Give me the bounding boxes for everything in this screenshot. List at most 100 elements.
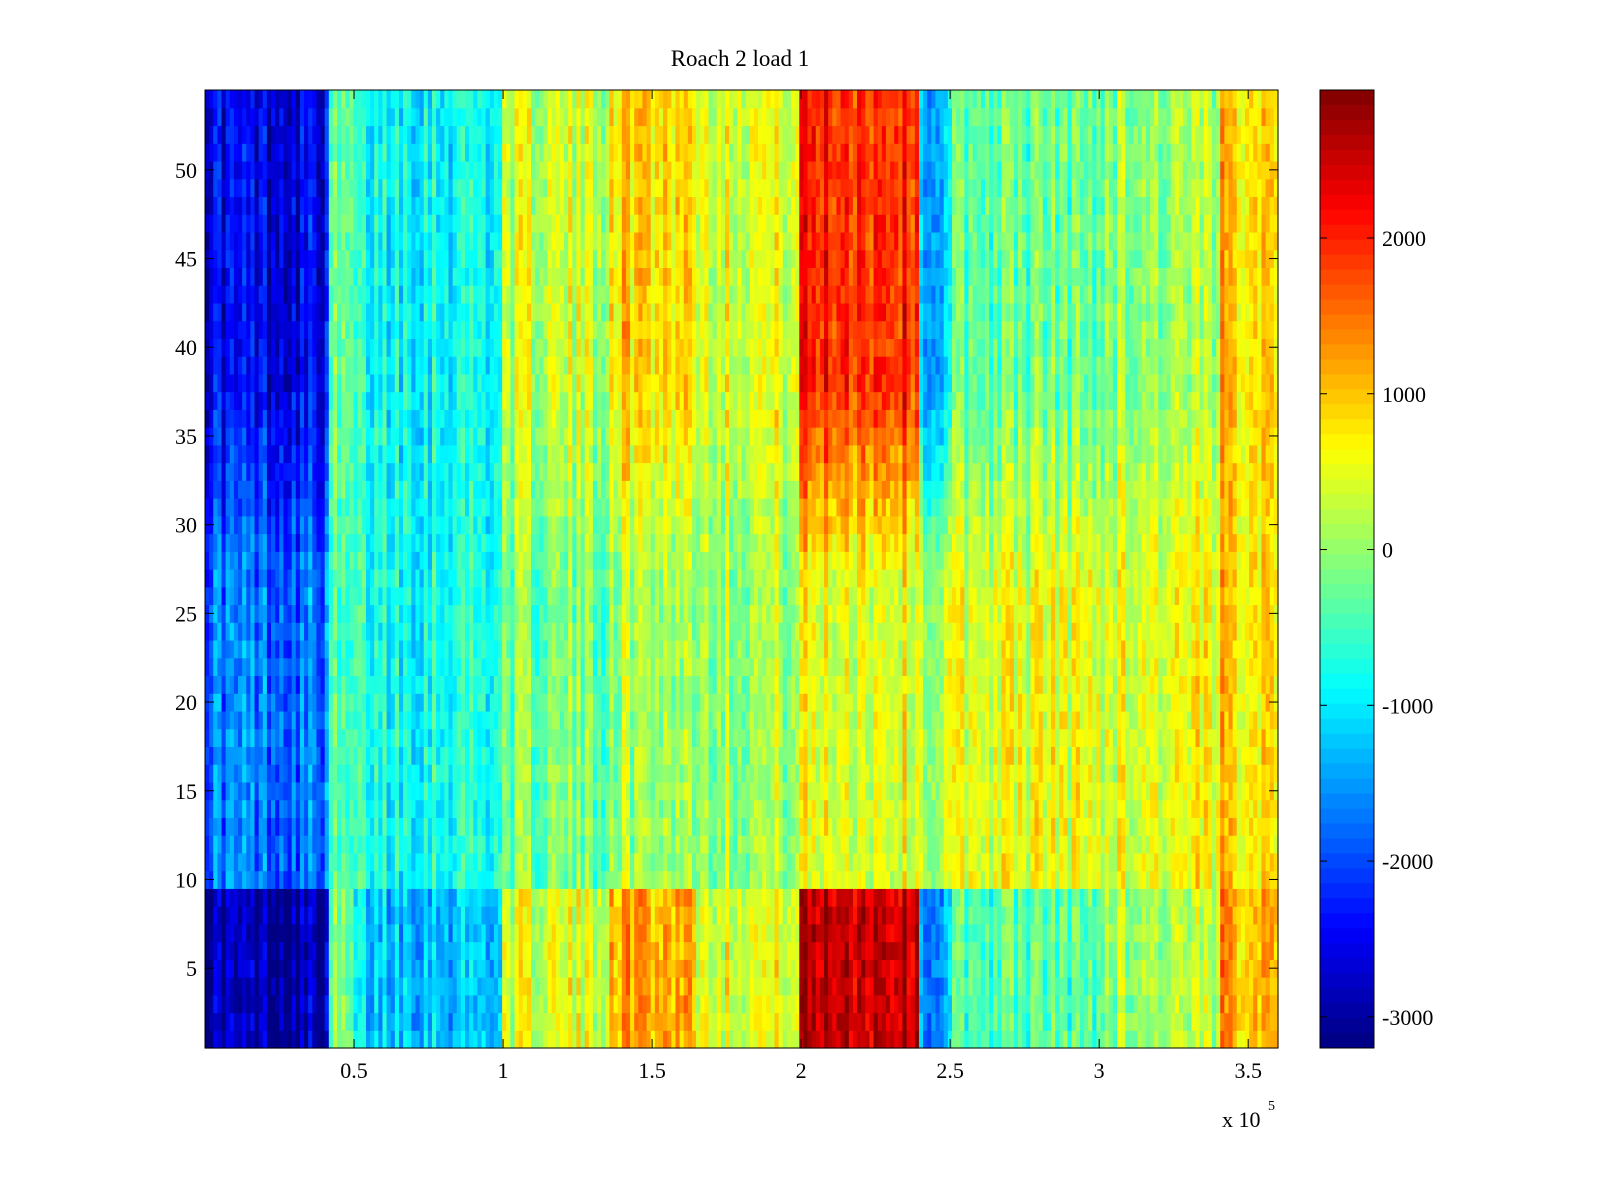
heatmap-cell [947, 888, 953, 907]
heatmap-cell [601, 994, 606, 1014]
heatmap-cell [1232, 799, 1238, 818]
heatmap-cell [1112, 994, 1118, 1014]
heatmap-cell [848, 888, 854, 907]
heatmap-cell [828, 817, 833, 836]
heatmap-cell [799, 941, 805, 960]
heatmap-cell [811, 923, 817, 943]
heatmap-cell [1121, 959, 1126, 978]
heatmap-cell [242, 764, 247, 783]
heatmap-cell [1232, 746, 1238, 765]
heatmap-cell [980, 764, 986, 783]
heatmap-cell [1265, 941, 1271, 960]
heatmap-cell [898, 764, 904, 783]
heatmap-cell [465, 906, 470, 925]
heatmap-cell [683, 781, 689, 801]
heatmap-cell [1133, 959, 1139, 978]
heatmap-cell [1117, 817, 1122, 836]
heatmap-cell [572, 888, 578, 907]
heatmap-cell [1063, 888, 1069, 907]
heatmap-cell [460, 728, 466, 748]
heatmap-cell [209, 1030, 214, 1049]
heatmap-cell [989, 994, 994, 1014]
heatmap-cell [762, 728, 767, 748]
heatmap-cell [291, 835, 297, 854]
heatmap-cell [1203, 817, 1209, 836]
heatmap-cell [658, 870, 664, 889]
heatmap-cell [1075, 870, 1081, 889]
heatmap-cell [782, 746, 788, 765]
heatmap-cell [1183, 923, 1188, 943]
heatmap-cell [398, 977, 404, 996]
heatmap-cell [1141, 728, 1147, 748]
heatmap-cell [266, 852, 272, 872]
heatmap-cell [1216, 781, 1221, 801]
heatmap-cell [1009, 941, 1015, 960]
heatmap-cell [737, 923, 743, 943]
heatmap-cell [691, 941, 697, 960]
heatmap-cell [1240, 781, 1246, 801]
heatmap-cell [229, 781, 235, 801]
heatmap-cell [361, 799, 367, 818]
heatmap-cell [1211, 1012, 1217, 1031]
heatmap-cell [729, 870, 734, 889]
heatmap-cell [712, 817, 718, 836]
heatmap-cell [1129, 994, 1135, 1014]
heatmap-cell [617, 1030, 623, 1049]
heatmap-cell [345, 994, 351, 1014]
heatmap-cell [791, 728, 796, 748]
heatmap-cell [485, 923, 491, 943]
heatmap-cell [493, 923, 499, 943]
heatmap-cell [238, 852, 243, 872]
heatmap-cell [415, 746, 421, 765]
heatmap-cell [370, 906, 375, 925]
heatmap-cell [691, 888, 697, 907]
heatmap-cell [704, 959, 710, 978]
heatmap-cell [712, 764, 718, 783]
heatmap-cell [205, 799, 210, 818]
heatmap-cell [403, 888, 408, 907]
heatmap-cell [902, 710, 908, 730]
heatmap-cell [510, 852, 516, 872]
heatmap-cell [1211, 781, 1217, 801]
heatmap-cell [832, 746, 838, 765]
heatmap-cell [733, 923, 738, 943]
heatmap-cell [320, 764, 326, 783]
heatmap-cell [1249, 710, 1254, 730]
heatmap-cell [852, 746, 858, 765]
heatmap-cell [398, 799, 404, 818]
heatmap-cell [708, 710, 714, 730]
heatmap-cell [382, 941, 388, 960]
heatmap-cell [489, 870, 495, 889]
heatmap-cell [1022, 959, 1027, 978]
heatmap-cell [679, 728, 685, 748]
heatmap-cell [654, 941, 660, 960]
heatmap-cell [927, 906, 932, 925]
heatmap-cell [691, 923, 697, 943]
heatmap-cell [782, 959, 788, 978]
heatmap-cell [832, 923, 838, 943]
heatmap-cell [518, 1030, 524, 1049]
heatmap-cell [398, 710, 404, 730]
heatmap-cell [1195, 923, 1201, 943]
heatmap-cell [1067, 941, 1073, 960]
heatmap-cell [638, 1012, 644, 1031]
heatmap-cell [407, 870, 412, 889]
heatmap-cell [778, 817, 784, 836]
heatmap-cell [1178, 977, 1184, 996]
heatmap-cell [1273, 710, 1279, 730]
heatmap-cell [477, 977, 483, 996]
heatmap-cell [749, 959, 755, 978]
heatmap-cell [1195, 728, 1201, 748]
heatmap-cell [1009, 817, 1015, 836]
heatmap-cell [762, 835, 767, 854]
heatmap-cell [452, 870, 458, 889]
heatmap-cell [407, 799, 412, 818]
heatmap-cell [1183, 764, 1188, 783]
heatmap-cell [650, 870, 656, 889]
heatmap-cell [1096, 781, 1102, 801]
heatmap-cell [299, 1012, 305, 1031]
heatmap-cell [551, 941, 557, 960]
heatmap-cell [535, 977, 540, 996]
heatmap-cell [423, 817, 429, 836]
heatmap-cell [671, 710, 677, 730]
